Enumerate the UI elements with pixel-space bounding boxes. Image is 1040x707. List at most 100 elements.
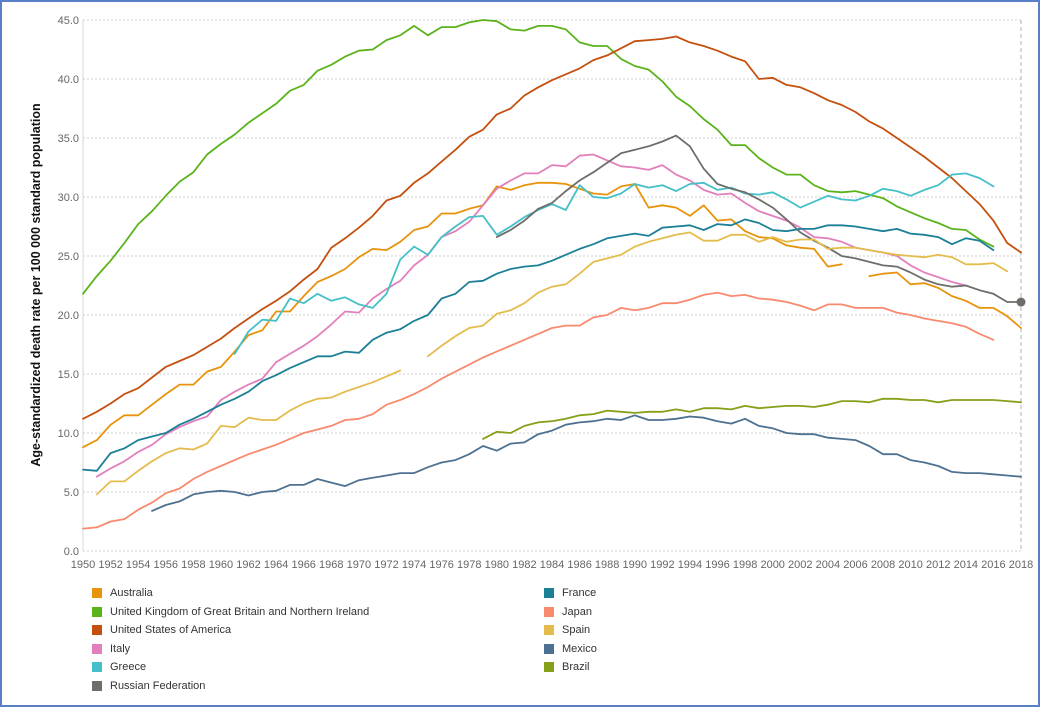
legend-item[interactable]: Russian Federation (92, 677, 369, 696)
legend-swatch (544, 662, 554, 673)
legend-item[interactable]: Italy (92, 640, 369, 659)
legend-swatch (544, 625, 554, 636)
legend-item[interactable]: Japan (544, 603, 597, 622)
x-tick-label: 1992 (650, 559, 674, 571)
series-brazil (482, 397, 1022, 440)
series-japan (82, 291, 995, 530)
x-tick-label: 1978 (457, 559, 481, 571)
x-tick-label: 1958 (181, 559, 205, 571)
y-tick-label: 20.0 (58, 310, 79, 322)
legend-item[interactable]: Spain (544, 621, 597, 640)
x-tick-label: 2010 (898, 559, 922, 571)
x-tick-label: 2000 (760, 559, 784, 571)
legend-label: United Kingdom of Great Britain and Nort… (110, 605, 370, 618)
x-tick-label: 2018 (1009, 559, 1033, 571)
legend-item[interactable]: Greece (92, 658, 369, 677)
series-line-australia[interactable] (82, 181, 843, 449)
legend-item[interactable]: Brazil (544, 658, 597, 677)
y-tick-label: 10.0 (58, 428, 79, 440)
x-tick-label: 1982 (512, 559, 536, 571)
x-tick-label: 2016 (981, 559, 1005, 571)
y-tick-label: 5.0 (64, 487, 79, 499)
y-tick-label: 40.0 (58, 74, 79, 86)
series-united-states-of-america (82, 35, 1022, 420)
x-tick-label: 1952 (98, 559, 122, 571)
series-line-brazil[interactable] (482, 397, 1022, 440)
legend-label: Spain (562, 624, 591, 637)
x-tick-label: 1996 (705, 559, 729, 571)
x-tick-label: 2014 (954, 559, 978, 571)
x-tick-label: 1962 (236, 559, 260, 571)
legend-item[interactable]: Mexico (544, 640, 597, 659)
x-tick-label: 1950 (71, 559, 95, 571)
y-tick-label: 15.0 (58, 369, 79, 381)
end-point-marker[interactable] (1016, 297, 1026, 307)
legend-label: Italy (110, 642, 131, 655)
legend-label: Russian Federation (110, 679, 206, 692)
legend-swatch (544, 643, 554, 654)
x-tick-label: 1986 (567, 559, 591, 571)
x-tick-label: 1976 (429, 559, 453, 571)
series-line-mexico[interactable] (151, 414, 1022, 512)
legend-swatch (92, 588, 102, 599)
y-tick-label: 45.0 (58, 15, 79, 27)
series-italy (95, 153, 967, 478)
x-tick-label: 1998 (733, 559, 757, 571)
legend-swatch (544, 606, 554, 617)
legend-item[interactable]: Australia (92, 584, 369, 603)
x-tick-label: 1990 (623, 559, 647, 571)
series-line-united-states-of-america[interactable] (82, 35, 1022, 420)
x-tick-label: 1960 (209, 559, 233, 571)
x-tick-label: 1968 (319, 559, 343, 571)
x-tick-label: 2006 (843, 559, 867, 571)
legend-label: Japan (562, 605, 592, 618)
legend-right-column: France Japan Spain Mexico Brazil (544, 584, 597, 677)
x-tick-label: 1974 (402, 559, 426, 571)
series-spain (95, 231, 1009, 496)
legend-left-column: Australia United Kingdom of Great Britain… (92, 584, 369, 695)
x-tick-label: 1964 (264, 559, 288, 571)
legend-label: Mexico (562, 642, 597, 655)
legend-label: France (562, 587, 597, 600)
y-tick-label: 25.0 (58, 251, 79, 263)
series-line-spain[interactable] (95, 369, 402, 496)
x-tick-label: 1984 (540, 559, 564, 571)
legend-item[interactable]: France (544, 584, 597, 603)
legend-item[interactable]: United States of America (92, 621, 369, 640)
series-layer (82, 19, 1026, 530)
series-line-russian-federation[interactable] (495, 134, 1022, 303)
x-tick-label: 2004 (816, 559, 840, 571)
x-tick-label: 1980 (485, 559, 509, 571)
series-line-united-kingdom-of-great-britain-and-northern-ireland[interactable] (82, 19, 995, 295)
legend-swatch (544, 588, 554, 599)
series-france (82, 218, 995, 472)
legend-label: Brazil (562, 661, 590, 674)
x-tick-label: 1956 (154, 559, 178, 571)
legend-swatch (92, 662, 102, 673)
x-tick-label: 1972 (374, 559, 398, 571)
x-tick-labels: 1950 1952 1954 1956 1958 1960 1962 1964 1966 1968… (71, 559, 1033, 571)
series-line-greece[interactable] (233, 172, 995, 355)
legend-label: Greece (110, 661, 147, 674)
legend-swatch (92, 643, 102, 654)
x-tick-label: 2012 (926, 559, 950, 571)
series-mexico (151, 414, 1022, 512)
series-line-italy[interactable] (95, 153, 967, 478)
x-tick-label: 1988 (595, 559, 619, 571)
y-tick-label: 35.0 (58, 133, 79, 145)
x-tick-label: 2002 (788, 559, 812, 571)
legend-item[interactable]: United Kingdom of Great Britain and Nort… (92, 603, 369, 622)
series-line-france[interactable] (82, 218, 995, 472)
x-tick-label: 1954 (126, 559, 150, 571)
legend-label: Australia (110, 587, 153, 600)
series-line-australia[interactable] (868, 271, 1022, 329)
y-tick-label: 0.0 (64, 546, 79, 558)
x-tick-label: 2008 (871, 559, 895, 571)
x-tick-label: 1970 (347, 559, 371, 571)
x-tick-label: 1966 (291, 559, 315, 571)
series-line-spain[interactable] (426, 231, 1009, 358)
series-line-japan[interactable] (82, 291, 995, 530)
series-australia (82, 181, 1022, 449)
